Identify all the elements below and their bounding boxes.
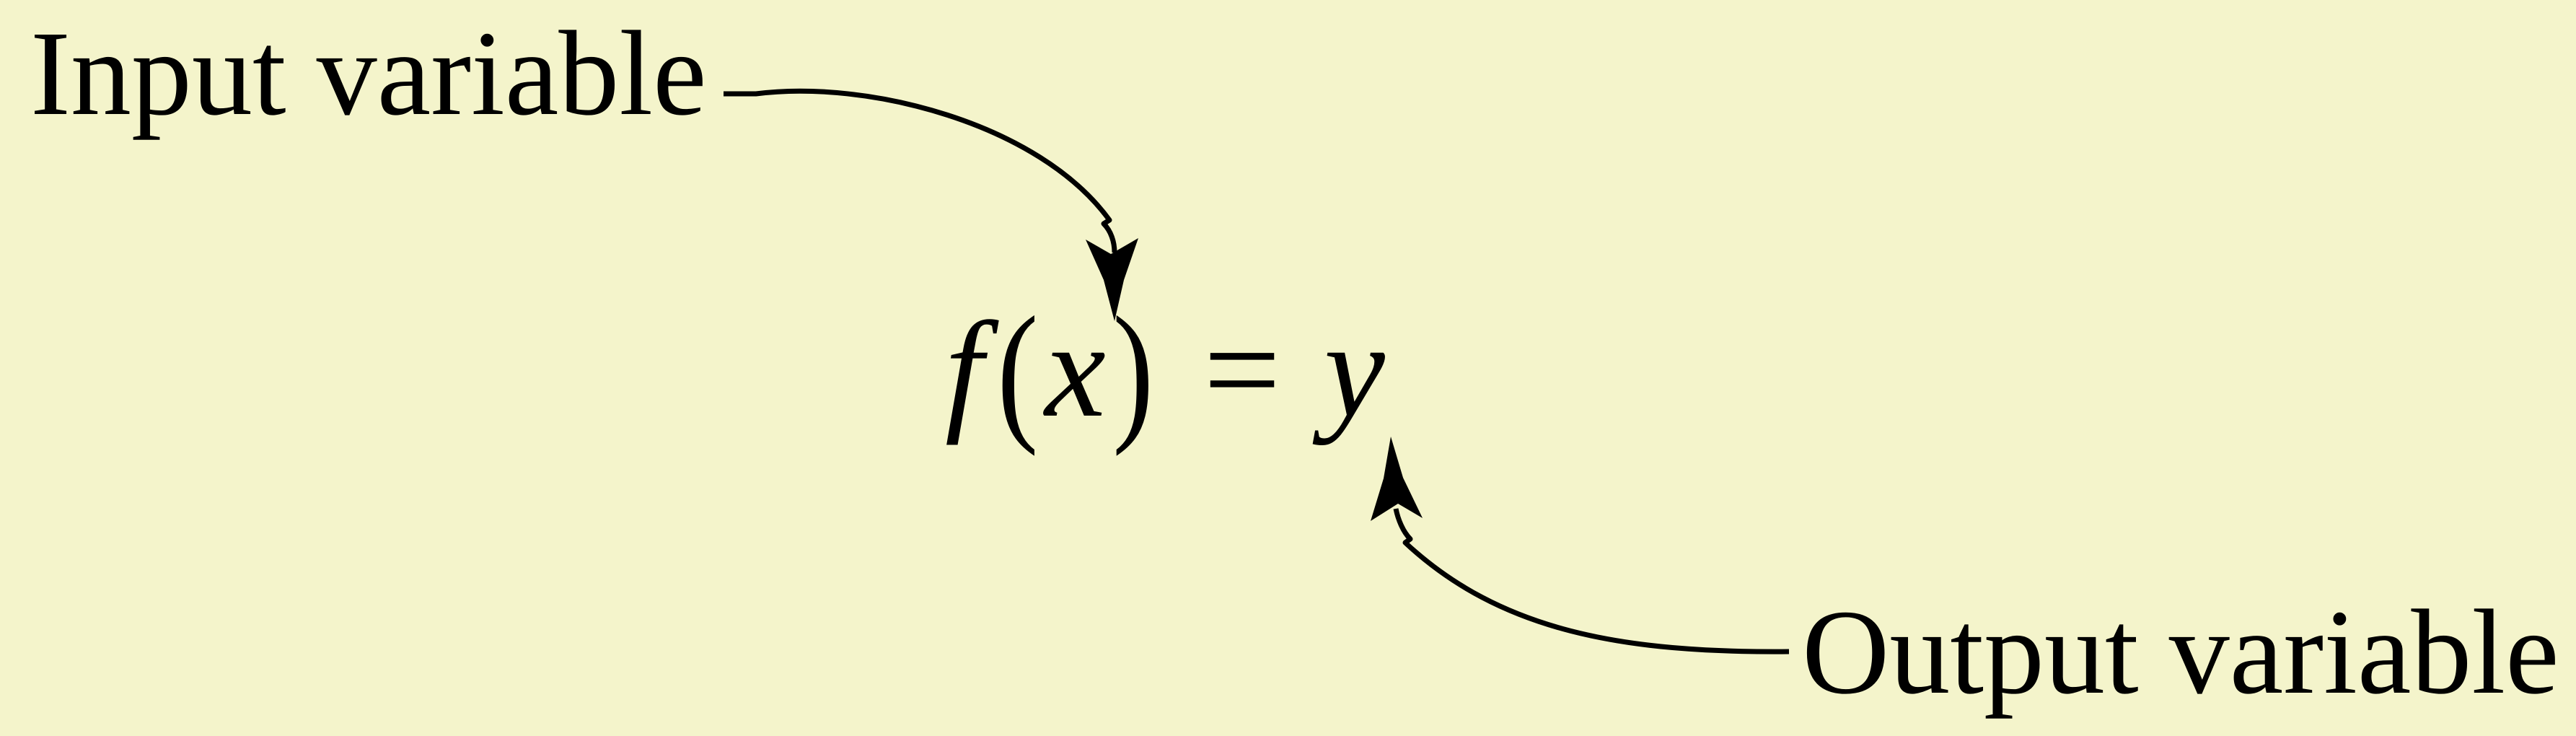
output-variable-label: Output variable — [1802, 585, 2559, 719]
output-arrow-head — [1371, 437, 1423, 521]
input-arrow-curve — [724, 88, 1117, 253]
function-equation: f ( x ) = y — [945, 287, 1385, 453]
input-arrow — [724, 88, 1138, 321]
input-symbol: x — [1045, 294, 1106, 446]
output-arrow — [1371, 437, 1790, 654]
equals-sign: = — [1203, 294, 1281, 446]
output-arrow-curve — [1393, 508, 1790, 654]
input-arrow-head — [1086, 238, 1138, 321]
output-symbol: y — [1324, 294, 1385, 446]
input-variable-label: Input variable — [30, 6, 707, 141]
open-paren: ( — [996, 284, 1039, 457]
function-name: f — [945, 294, 983, 446]
close-paren: ) — [1112, 284, 1154, 457]
